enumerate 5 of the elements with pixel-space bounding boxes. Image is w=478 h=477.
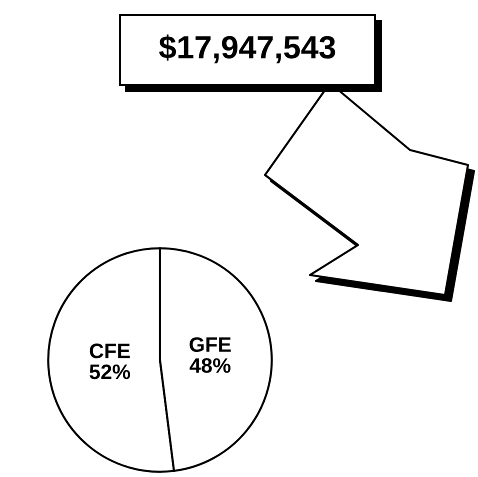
data-label: 52% xyxy=(90,364,130,380)
slice-label: GFE xyxy=(190,337,231,352)
data-label: 48% xyxy=(190,358,230,373)
slice-label: CFE xyxy=(90,344,130,358)
chart-title: $17,947,543 xyxy=(159,34,336,64)
